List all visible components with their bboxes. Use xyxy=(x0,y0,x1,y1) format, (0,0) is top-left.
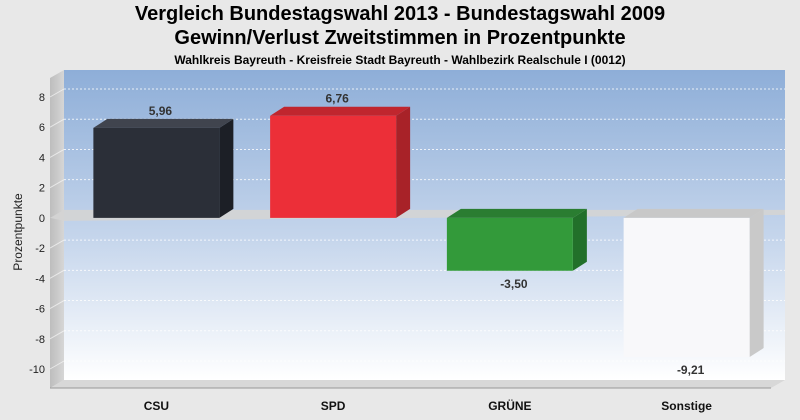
bar-csu xyxy=(93,118,234,218)
chart-subtitle: Wahlkreis Bayreuth - Kreisfreie Stadt Ba… xyxy=(174,53,626,67)
y-tick-label: 8 xyxy=(39,92,45,104)
plot-floor xyxy=(50,380,785,388)
gridline-side xyxy=(49,330,65,340)
y-tick-label: -6 xyxy=(35,304,45,316)
x-tick-label: SPD xyxy=(321,399,346,413)
gridline-side xyxy=(49,149,65,158)
y-tick-label: -8 xyxy=(35,334,45,346)
gridline-side xyxy=(49,239,65,249)
bar-front xyxy=(623,217,750,358)
gridline-side xyxy=(49,118,65,128)
y-tick-label: -4 xyxy=(35,273,45,285)
plot-side-wall xyxy=(50,70,64,388)
gridline-side xyxy=(49,360,65,370)
data-label: -9,21 xyxy=(677,363,705,377)
bar-front xyxy=(270,115,397,218)
y-tick-label: -2 xyxy=(35,243,45,255)
data-label: -3,50 xyxy=(500,277,528,291)
bar-front xyxy=(93,127,220,218)
y-tick-label: 4 xyxy=(39,152,45,164)
y-tick-label: -10 xyxy=(29,364,45,376)
y-tick-label: 6 xyxy=(39,122,45,134)
data-label: 6,76 xyxy=(325,92,349,106)
bar-front xyxy=(446,217,573,271)
bar-sonstige xyxy=(623,208,764,358)
x-tick-label: Sonstige xyxy=(661,399,712,413)
x-tick-label: GRÜNE xyxy=(488,398,531,413)
gridline-side xyxy=(49,269,65,279)
gridline-side xyxy=(49,179,65,189)
gridline-side xyxy=(49,88,65,98)
bar-spd xyxy=(270,106,411,218)
y-tick-label: 0 xyxy=(39,213,45,225)
chart-title: Vergleich Bundestagswahl 2013 - Bundesta… xyxy=(134,3,666,25)
bar-side xyxy=(396,106,411,218)
bar-top xyxy=(93,118,234,128)
data-label: 5,96 xyxy=(149,104,173,118)
bar-top xyxy=(623,208,764,218)
chart-title-line2: Gewinn/Verlust Zweitstimmen in Prozentpu… xyxy=(174,27,626,49)
y-tick-label: 2 xyxy=(39,183,45,195)
gridline-side xyxy=(49,300,65,309)
bar-top xyxy=(270,106,411,116)
bar-top xyxy=(446,208,587,218)
bar-side xyxy=(219,118,234,218)
bar-side xyxy=(572,208,587,271)
y-axis-label: Prozentpunkte xyxy=(11,193,25,271)
bar-side xyxy=(749,208,764,358)
x-tick-label: CSU xyxy=(144,399,169,413)
zero-plane xyxy=(50,209,785,221)
bar-grüne xyxy=(446,208,587,271)
